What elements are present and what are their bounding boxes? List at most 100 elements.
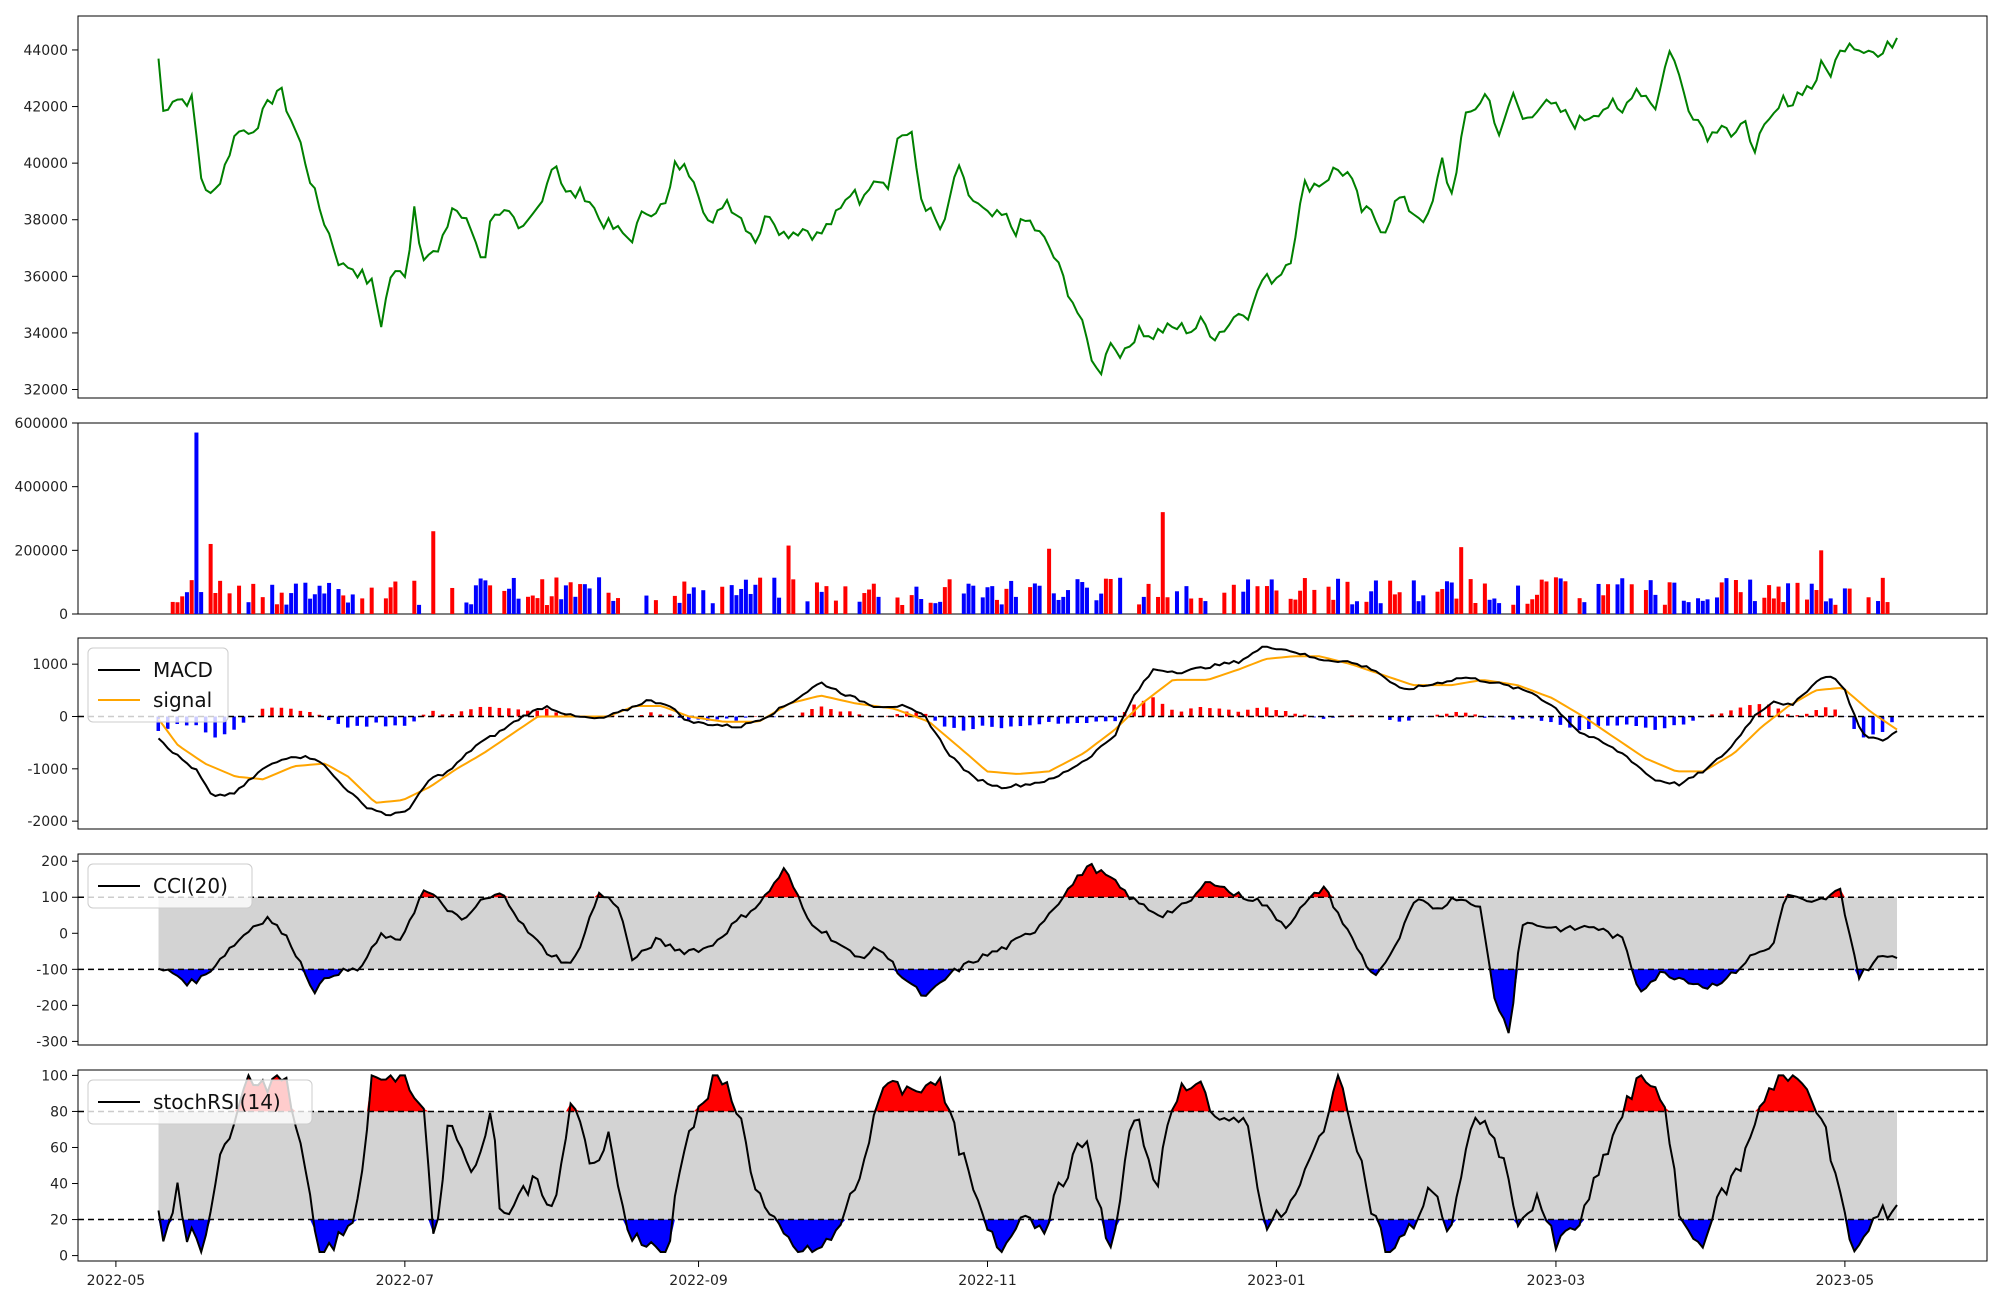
macd-hist-bar [1719, 713, 1724, 717]
volume-bar [1648, 580, 1653, 614]
stochrsi-panel [77, 1069, 1988, 1262]
y-tick-label: 44000 [23, 43, 68, 59]
volume-bar [199, 592, 204, 614]
volume-bar [1714, 597, 1719, 614]
volume-bar [1094, 600, 1099, 614]
macd-hist-bar [1141, 700, 1146, 717]
volume-bar [1198, 597, 1203, 614]
volume-bar [819, 591, 824, 614]
y-tick-label: -300 [36, 1034, 68, 1050]
volume-bar [1028, 587, 1033, 614]
volume-bar [1615, 584, 1620, 614]
volume-bar [303, 582, 308, 614]
macd-hist-bar [743, 716, 748, 718]
x-tick-label: 2023-05 [1816, 1273, 1875, 1289]
volume-bar [559, 599, 564, 614]
volume-bar [1828, 598, 1833, 614]
macd-hist-bar [1520, 716, 1525, 719]
macd-hist-bar [1246, 709, 1250, 717]
macd-hist-bar [488, 706, 492, 717]
volume-bar [483, 580, 488, 614]
volume-bar [876, 596, 881, 614]
macd-hist-bar [1160, 703, 1165, 717]
volume-bar [1880, 577, 1885, 614]
macd-hist-bar [1208, 708, 1212, 717]
volume-bar [227, 593, 232, 614]
volume-bar [1004, 588, 1009, 614]
y-tick-label: -100 [36, 962, 68, 978]
volume-bar [611, 600, 616, 614]
macd-hist-bar [829, 709, 833, 717]
volume-bar [464, 602, 469, 614]
macd-hist-bar [374, 716, 378, 723]
volume-bar [1492, 598, 1497, 614]
volume-bar [1771, 598, 1776, 614]
macd-y-ticks: -2000 -1000 0 1000 [27, 657, 78, 830]
volume-bar [753, 584, 758, 614]
volume-bar [1222, 592, 1227, 614]
macd-hist-bar [980, 716, 985, 726]
legend-entry: CCI(20) [153, 874, 228, 898]
macd-hist-bar [1047, 716, 1051, 722]
volume-bar [748, 593, 753, 614]
volume-bar [1563, 581, 1568, 614]
volume-bar [180, 596, 185, 614]
volume-bar [1397, 592, 1402, 614]
macd-panel [77, 637, 1988, 830]
volume-bar [1885, 602, 1890, 614]
macd-hist-bar [1198, 706, 1203, 717]
signal-line [157, 655, 1898, 804]
volume-bar [1530, 599, 1535, 614]
volume-bar [1767, 585, 1772, 614]
volume-bar [606, 592, 611, 614]
macd-hist-bar [1312, 716, 1316, 718]
volume-bar [1350, 604, 1355, 614]
volume-bar [734, 595, 739, 614]
volume-bar [758, 577, 763, 614]
macd-hist-bar [1056, 716, 1061, 724]
volume-bar [1473, 603, 1478, 614]
macd-hist-bar [1407, 716, 1411, 721]
volume-bar [1459, 547, 1464, 614]
volume-bar [1667, 582, 1672, 614]
volume-bar [1795, 582, 1800, 614]
macd-hist-bar [1321, 716, 1326, 719]
volume-bar [1544, 581, 1549, 614]
macd-hist-bar [1274, 710, 1278, 717]
volume-bar [653, 600, 658, 614]
macd-hist-bar [886, 715, 890, 717]
cci-oversold-fill [158, 969, 1897, 1034]
volume-bar [369, 587, 374, 614]
legend-entry: MACD [153, 658, 213, 682]
macd-hist-bar [308, 711, 312, 717]
macd-line [157, 645, 1898, 817]
price-panel [77, 15, 1988, 399]
volume-bar [843, 586, 848, 614]
volume-bar [1601, 595, 1606, 614]
volume-bar [1876, 601, 1881, 614]
macd-hist-bar [440, 714, 445, 717]
volume-bar [289, 593, 294, 614]
y-tick-label: 20 [50, 1213, 68, 1229]
volume-bar [1246, 579, 1251, 614]
macd-hist-bar [1028, 716, 1032, 726]
macd-hist-bar [1388, 716, 1392, 720]
macd-hist-bar [346, 716, 350, 728]
volume-bar [213, 592, 218, 614]
volume-bar [1511, 604, 1516, 614]
volume-bar [1781, 602, 1786, 614]
volume-bar [1653, 594, 1658, 614]
volume-bar [1364, 601, 1369, 614]
volume-bar [1269, 579, 1274, 614]
macd-hist-bar [1227, 709, 1231, 717]
y-tick-label: -1000 [27, 762, 68, 778]
volume-bar [672, 595, 677, 614]
volume-bar [1241, 591, 1246, 614]
volume-bar [1009, 580, 1014, 614]
macd-hist-bar [1776, 708, 1781, 717]
volume-bar [1288, 598, 1293, 614]
cci-line [158, 862, 1898, 1034]
macd-hist-bar [1861, 716, 1866, 738]
macd-hist-bar [1492, 716, 1496, 718]
y-tick-label: 400000 [15, 480, 68, 496]
